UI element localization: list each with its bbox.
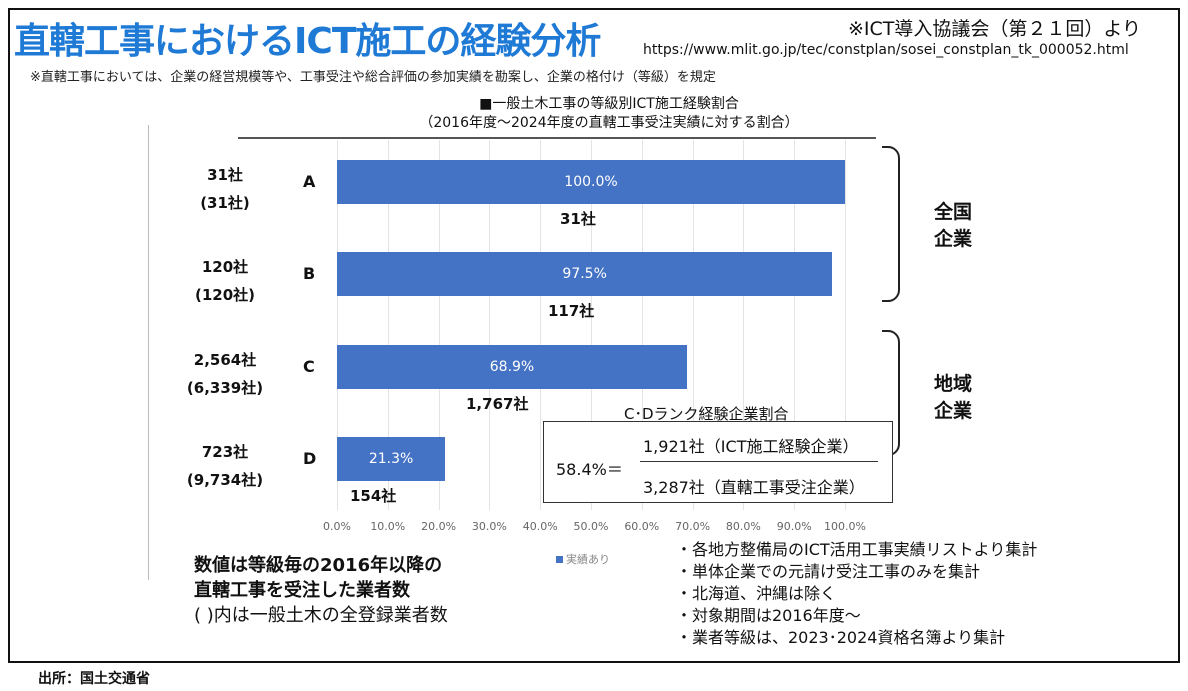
ratio-title: C･Dランク経験企業割合 <box>624 405 789 423</box>
group-national: 全国 企業 <box>934 199 972 253</box>
slide-frame <box>8 8 1180 663</box>
chart-title: ■一般土木工事の等級別ICT施工経験割合 <box>479 96 739 112</box>
x-tick-label: 80.0% <box>725 520 761 533</box>
x-tick-label: 50.0% <box>573 520 609 533</box>
grade-label: D <box>303 449 317 468</box>
x-tick-label: 90.0% <box>776 520 812 533</box>
gridline <box>591 140 592 510</box>
ratio-numerator: 1,921社（ICT施工経験企業） <box>643 437 859 456</box>
x-tick-label: 20.0% <box>421 520 457 533</box>
gridline <box>794 140 796 510</box>
grade-label: A <box>303 172 316 191</box>
grade-note: ※直轄工事においては、企業の経営規模等や、工事受注や総合評価の参加実績を勘案し、… <box>30 70 716 85</box>
grade-label: B <box>303 264 316 283</box>
ratio-denominator: 3,287社（直轄工事受注企業） <box>643 478 865 497</box>
experienced-count: 117社 <box>548 302 595 320</box>
source-url: https://www.mlit.go.jp/tec/constplan/sos… <box>643 42 1129 58</box>
left-note: 数値は等級毎の2016年以降の 直轄工事を受注した業者数 ( )内は一般土木の全… <box>194 553 448 628</box>
bullet-item: ・対象期間は2016年度～ <box>676 606 861 625</box>
experienced-count: 154社 <box>350 487 397 505</box>
group-regional: 地域 企業 <box>934 371 972 425</box>
brace-national <box>882 146 900 302</box>
bar-C: 68.9% <box>337 345 687 389</box>
chart-top-rule <box>238 137 876 139</box>
registered-count: (31社) <box>200 194 250 212</box>
gridline <box>845 140 846 510</box>
grade-label: C <box>303 357 315 376</box>
x-tick-label: 70.0% <box>675 520 711 533</box>
chart-subtitle: （2016年度～2024年度の直轄工事受注実績に対する割合） <box>419 115 799 131</box>
experienced-count: 1,767社 <box>466 395 529 413</box>
bullet-item: ・北海道、沖縄は除く <box>676 584 837 603</box>
left-divider <box>148 125 149 580</box>
gridline <box>641 140 643 510</box>
gridline <box>387 140 389 510</box>
registered-count: (120社) <box>194 286 256 304</box>
ratio-percent: 58.4%＝ <box>556 460 623 479</box>
gridline <box>337 140 338 510</box>
source-note: ※ICT導入協議会（第２１回）より <box>848 18 1142 40</box>
x-tick-label: 100.0% <box>824 520 866 533</box>
gridline <box>743 140 745 510</box>
bullet-item: ・単体企業での元請け受注工事のみを集計 <box>676 562 981 581</box>
registered-count: (6,339社) <box>186 379 264 397</box>
footer-source: 出所：国土交通省 <box>38 671 150 687</box>
page-title: 直轄工事におけるICT施工の経験分析 <box>14 21 601 62</box>
gridline <box>692 140 694 510</box>
group-label: 企業 <box>934 228 973 250</box>
registered-count: (9,734社) <box>186 471 264 489</box>
legend-swatch <box>556 556 563 563</box>
ordered-count: 723社 <box>201 443 249 461</box>
ordered-count: 120社 <box>201 258 249 276</box>
fraction-line <box>640 461 878 462</box>
group-label: 全国 <box>934 201 973 223</box>
note-line: 直轄工事を受注した業者数 <box>194 580 410 601</box>
group-label: 地域 <box>934 373 973 395</box>
x-tick-label: 0.0% <box>323 520 351 533</box>
bar-B: 97.5% <box>337 252 833 296</box>
bullet-list: ・各地方整備局のICT活用工事実績リストより集計 ・単体企業での元請け受注工事の… <box>676 539 1037 649</box>
ratio-box <box>543 421 893 503</box>
bullet-item: ・各地方整備局のICT活用工事実績リストより集計 <box>676 540 1038 559</box>
note-line: ( )内は一般土木の全登録業者数 <box>194 605 448 626</box>
chart-legend: 実績あり <box>556 551 610 567</box>
bullet-item: ・業者等級は、2023･2024資格名簿より集計 <box>676 628 1006 647</box>
group-label: 企業 <box>934 400 973 422</box>
ordered-count: 31社 <box>207 166 243 184</box>
x-tick-label: 60.0% <box>624 520 660 533</box>
gridline <box>540 140 542 510</box>
gridline <box>438 140 440 510</box>
gridline <box>489 140 491 510</box>
legend-label: 実績あり <box>566 553 610 566</box>
bar-D: 21.3% <box>337 437 446 481</box>
x-tick-label: 40.0% <box>522 520 558 533</box>
ordered-count: 2,564社 <box>193 351 257 369</box>
bar-A: 100.0% <box>337 160 845 204</box>
x-tick-label: 30.0% <box>471 520 507 533</box>
note-line: 数値は等級毎の2016年以降の <box>194 555 443 576</box>
experienced-count: 31社 <box>560 210 596 228</box>
x-tick-label: 10.0% <box>370 520 406 533</box>
